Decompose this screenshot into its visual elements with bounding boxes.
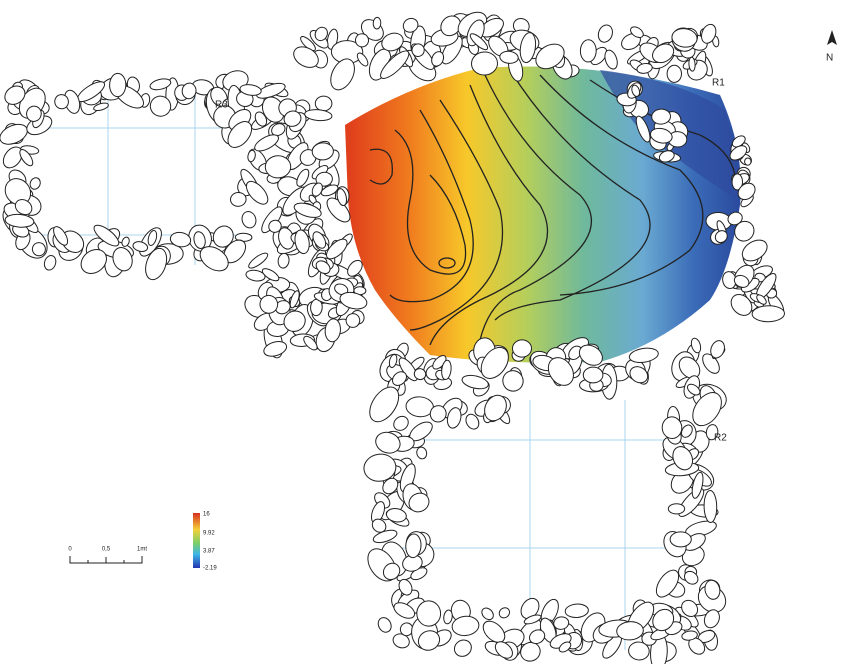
north-label: N	[826, 53, 833, 64]
stone	[651, 109, 671, 125]
room-label: R2	[714, 433, 727, 444]
scale-label: 1mt	[137, 547, 147, 553]
stone	[583, 367, 603, 383]
legend-label: 3.87	[203, 549, 215, 555]
scale-label: 0,5	[102, 547, 111, 553]
stone	[443, 609, 453, 624]
site-map: R1 R2 R3 N 16 9.92 3.87 -2.19 0 0,5 1mt	[0, 0, 842, 664]
stone	[565, 603, 589, 618]
stone	[265, 155, 291, 178]
stone	[391, 414, 411, 434]
stone	[109, 73, 126, 96]
stone	[416, 600, 441, 626]
stone	[752, 305, 785, 322]
stone	[0, 120, 30, 148]
scale-label: 0	[68, 547, 72, 553]
stone	[415, 446, 428, 460]
scale-bar	[70, 556, 142, 563]
stone	[499, 50, 519, 64]
legend-label: 9.92	[203, 531, 215, 537]
stone	[315, 96, 332, 111]
stone	[252, 132, 281, 155]
stone	[376, 615, 394, 634]
north-arrow	[827, 30, 837, 45]
legend-label: -2.19	[203, 566, 217, 572]
stone	[745, 158, 752, 165]
stone	[373, 17, 381, 29]
legend-label: 16	[203, 512, 210, 518]
stone	[43, 254, 58, 271]
stone	[451, 637, 474, 660]
stone	[704, 490, 717, 522]
stone	[596, 23, 615, 44]
stone	[240, 210, 258, 230]
stone	[497, 606, 511, 620]
room-label: R1	[712, 78, 725, 89]
stone	[480, 606, 496, 622]
color-bar	[193, 513, 200, 568]
stone	[668, 504, 684, 514]
stone	[247, 251, 270, 271]
room-label: R3	[215, 100, 228, 111]
stone	[580, 40, 596, 62]
stone	[667, 65, 681, 82]
stone	[28, 176, 42, 191]
stone	[513, 340, 532, 357]
stone	[670, 532, 691, 547]
